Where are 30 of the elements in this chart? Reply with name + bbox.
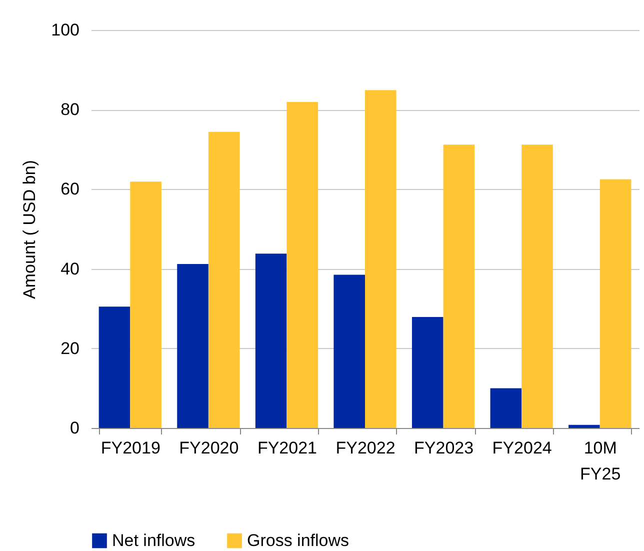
y-tick-label: 100 xyxy=(51,20,80,40)
y-tick-label: 80 xyxy=(60,100,80,120)
legend-label: Net inflows xyxy=(112,530,196,550)
x-tick-label: 10M FY25 xyxy=(580,438,621,484)
bar xyxy=(600,179,632,428)
bar xyxy=(522,144,553,428)
y-tick-label: 0 xyxy=(70,418,80,438)
legend-label: Gross inflows xyxy=(247,530,350,550)
x-tick-label: FY2020 xyxy=(179,438,239,458)
x-tick-label: FY2022 xyxy=(336,438,396,458)
bar xyxy=(412,316,444,428)
bar xyxy=(208,132,240,428)
x-tick-label: FY2023 xyxy=(414,438,474,458)
bar xyxy=(568,424,600,428)
x-tick-label: FY2021 xyxy=(257,438,317,458)
bar xyxy=(334,274,365,428)
y-tick-label: 20 xyxy=(60,338,80,358)
x-tick-label: FY2024 xyxy=(492,438,552,458)
bar xyxy=(365,90,396,428)
bar xyxy=(130,182,162,428)
y-tick-label: 40 xyxy=(60,259,80,278)
y-axis-title: Amount ( USD bn) xyxy=(20,160,40,299)
bar xyxy=(98,306,130,428)
bar xyxy=(255,254,287,428)
bar xyxy=(286,102,318,428)
bar xyxy=(443,144,475,428)
bar xyxy=(490,388,522,428)
x-tick-label: FY2019 xyxy=(100,438,160,458)
bar xyxy=(177,264,208,428)
y-tick-label: 60 xyxy=(60,180,80,199)
